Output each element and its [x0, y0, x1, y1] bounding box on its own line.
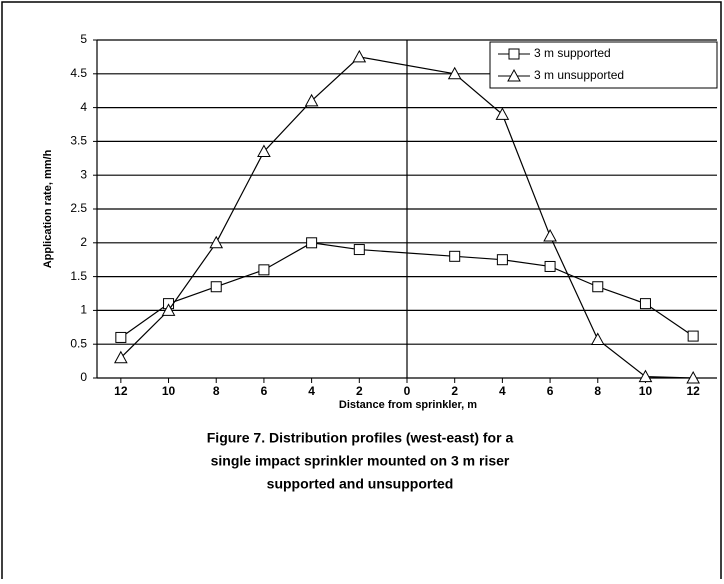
legend-box: [489, 41, 718, 89]
marker: [210, 281, 222, 293]
marker: [449, 250, 461, 262]
marker: [114, 350, 128, 364]
marker: [638, 369, 653, 383]
y-tick-label: 5: [80, 32, 87, 46]
marker: [687, 330, 699, 342]
marker: [496, 254, 508, 266]
y-tick-label: 1.5: [70, 269, 87, 283]
legend-label: 3 m supported: [534, 46, 611, 60]
marker: [543, 228, 557, 242]
x-tick-label: 12: [686, 384, 700, 398]
x-tick-label: 2: [451, 384, 458, 398]
y-tick-label: 0: [80, 370, 87, 384]
series-line: [120, 242, 694, 338]
marker: [592, 281, 604, 293]
x-tick-label: 10: [162, 384, 176, 398]
caption-line: supported and unsupported: [267, 476, 454, 492]
y-tick-label: 2.5: [70, 201, 87, 215]
x-tick-label: 8: [594, 384, 601, 398]
marker: [306, 237, 318, 249]
marker: [257, 144, 271, 158]
caption-line: Figure 7. Distribution profiles (west-ea…: [207, 430, 514, 446]
marker: [161, 303, 176, 316]
y-axis-label: Application rate, mm/h: [42, 149, 54, 268]
marker: [115, 331, 127, 343]
marker: [353, 244, 365, 256]
legend-label: 3 m unsupported: [534, 68, 624, 82]
marker: [686, 370, 700, 384]
x-tick-label: 6: [547, 384, 554, 398]
marker: [352, 49, 367, 63]
y-tick-label: 1: [80, 303, 87, 317]
y-tick-label: 4.5: [70, 66, 87, 80]
series-line: [120, 56, 694, 379]
marker: [639, 298, 651, 310]
x-axis-label: Distance from sprinkler, m: [339, 399, 477, 411]
x-tick-label: 6: [261, 384, 268, 398]
caption-line: single impact sprinkler mounted on 3 m r…: [211, 453, 510, 469]
x-tick-label: 2: [356, 384, 363, 398]
y-tick-label: 4: [80, 100, 87, 114]
x-tick-label: 8: [213, 384, 220, 398]
marker: [304, 93, 319, 107]
legend-marker: [507, 68, 521, 82]
y-tick-label: 3.5: [70, 134, 87, 148]
marker: [590, 332, 605, 345]
y-tick-label: 0.5: [70, 336, 87, 350]
x-tick-label: 0: [404, 384, 411, 398]
marker: [258, 264, 270, 276]
x-tick-label: 4: [308, 384, 315, 398]
marker: [495, 107, 510, 120]
legend: 3 m supported 3 m unsupported: [489, 41, 718, 89]
legend-marker: [508, 48, 520, 60]
y-tick-label: 3: [80, 167, 87, 181]
x-tick-label: 12: [114, 384, 128, 398]
marker: [447, 66, 462, 80]
marker: [544, 260, 556, 272]
x-tick-label: 10: [639, 384, 653, 398]
marker: [209, 235, 224, 249]
x-tick-label: 4: [499, 384, 506, 398]
y-tick-label: 2: [80, 235, 87, 249]
